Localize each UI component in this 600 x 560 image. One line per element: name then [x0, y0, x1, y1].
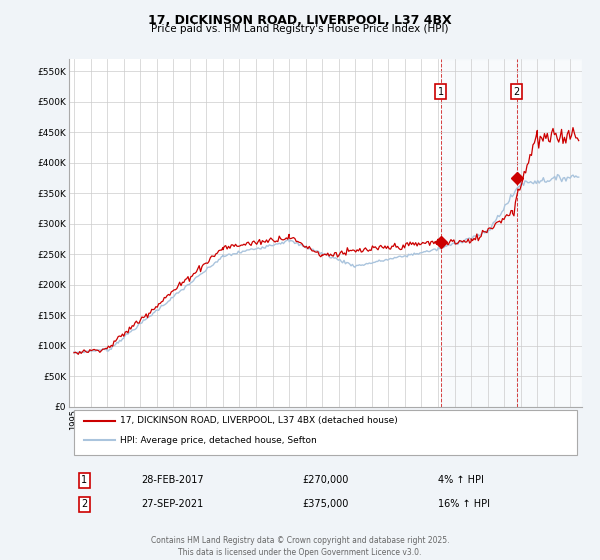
- Text: 27-SEP-2021: 27-SEP-2021: [141, 500, 203, 510]
- Text: 2: 2: [514, 87, 520, 97]
- Text: 1: 1: [82, 475, 88, 486]
- Text: Price paid vs. HM Land Registry's House Price Index (HPI): Price paid vs. HM Land Registry's House …: [151, 24, 449, 34]
- Text: 1: 1: [438, 87, 444, 97]
- Text: £375,000: £375,000: [302, 500, 349, 510]
- Text: £270,000: £270,000: [302, 475, 349, 486]
- Text: 16% ↑ HPI: 16% ↑ HPI: [439, 500, 490, 510]
- Text: HPI: Average price, detached house, Sefton: HPI: Average price, detached house, Seft…: [120, 436, 317, 445]
- Text: 17, DICKINSON ROAD, LIVERPOOL, L37 4BX (detached house): 17, DICKINSON ROAD, LIVERPOOL, L37 4BX (…: [120, 416, 398, 425]
- Bar: [517, 59, 582, 407]
- Text: Contains HM Land Registry data © Crown copyright and database right 2025.
This d: Contains HM Land Registry data © Crown c…: [151, 536, 449, 557]
- Bar: [441, 59, 517, 407]
- FancyBboxPatch shape: [74, 410, 577, 455]
- Text: 28-FEB-2017: 28-FEB-2017: [141, 475, 203, 486]
- Text: 2: 2: [81, 500, 88, 510]
- Text: 4% ↑ HPI: 4% ↑ HPI: [439, 475, 484, 486]
- Text: 17, DICKINSON ROAD, LIVERPOOL, L37 4BX: 17, DICKINSON ROAD, LIVERPOOL, L37 4BX: [148, 14, 452, 27]
